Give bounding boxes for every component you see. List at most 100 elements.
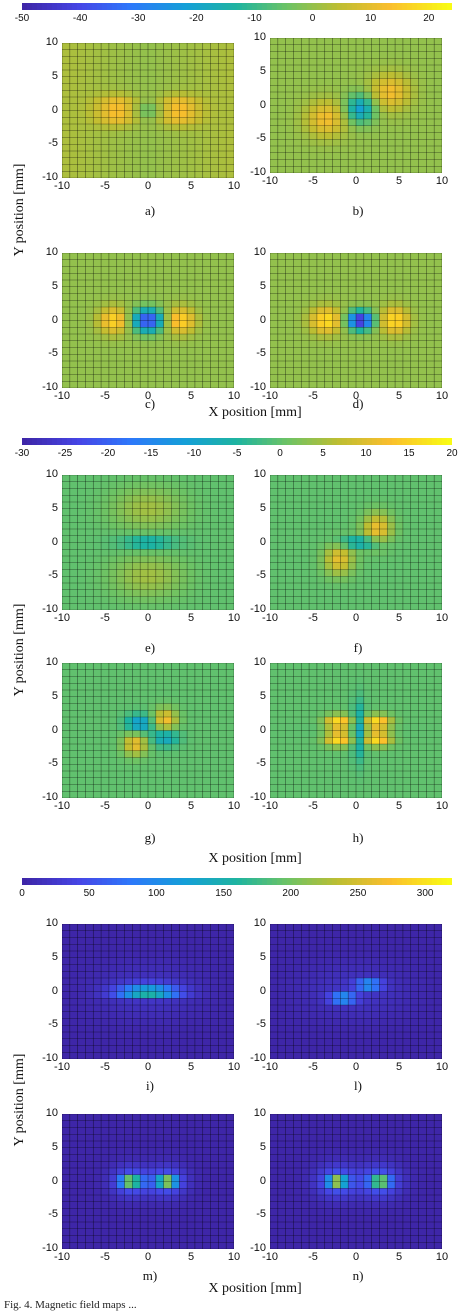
- heatmap-cell: [116, 991, 125, 999]
- heatmap-cell: [418, 85, 427, 93]
- heatmap-cell: [77, 110, 86, 118]
- heatmap-cell: [434, 105, 442, 113]
- heatmap-cell: [148, 542, 157, 550]
- heatmap-cell: [356, 669, 365, 677]
- heatmap-cell: [379, 38, 388, 46]
- colorbar-tick-label: 20: [446, 448, 458, 459]
- heatmap-cell: [293, 663, 302, 671]
- heatmap-cell: [171, 502, 180, 510]
- heatmap-cell: [434, 589, 442, 597]
- heatmap-cell: [363, 166, 373, 173]
- heatmap-cell: [387, 502, 396, 510]
- heatmap-cell: [202, 334, 211, 342]
- heatmap-cell: [226, 957, 234, 965]
- heatmap-cell: [93, 924, 102, 932]
- heatmap-cell: [77, 964, 86, 972]
- heatmap-cell: [93, 273, 102, 281]
- heatmap-cell: [340, 475, 349, 483]
- heatmap-cell: [218, 944, 227, 952]
- heatmap-cell: [62, 589, 71, 597]
- colorbar-segment: [97, 878, 103, 885]
- heatmap-cell: [316, 381, 326, 388]
- heatmap-cell: [301, 98, 310, 106]
- heatmap-cell: [277, 603, 287, 610]
- heatmap-cell: [348, 112, 357, 120]
- heatmap-cell: [140, 286, 149, 294]
- heatmap-cell: [348, 522, 357, 530]
- heatmap-cell: [348, 696, 357, 704]
- heatmap-cell: [62, 937, 71, 945]
- heatmap-cell: [410, 791, 419, 798]
- heatmap-cell: [277, 112, 287, 120]
- heatmap-panel-c: [62, 253, 234, 388]
- heatmap-cell: [194, 56, 204, 64]
- heatmap-cell: [124, 984, 133, 992]
- heatmap-cell: [363, 481, 373, 489]
- heatmap-cell: [277, 944, 287, 952]
- heatmap-cell: [116, 683, 125, 691]
- heatmap-cell: [155, 43, 165, 51]
- heatmap-cell: [171, 730, 180, 738]
- heatmap-cell: [93, 475, 102, 483]
- heatmap-cell: [356, 347, 365, 355]
- heatmap-cell: [124, 340, 133, 348]
- colorbar-segment: [167, 438, 173, 445]
- heatmap-cell: [124, 957, 133, 965]
- heatmap-cell: [371, 562, 380, 570]
- heatmap-cell: [226, 764, 234, 772]
- heatmap-cell: [85, 334, 94, 342]
- heatmap-cell: [62, 1038, 71, 1046]
- heatmap-cell: [163, 1052, 172, 1059]
- heatmap-cell: [402, 744, 412, 752]
- heatmap-cell: [395, 529, 404, 537]
- heatmap-cell: [379, 65, 388, 73]
- heatmap-cell: [148, 535, 157, 543]
- heatmap-cell: [356, 152, 365, 160]
- heatmap-cell: [155, 495, 165, 503]
- heatmap-cell: [62, 56, 71, 64]
- heatmap-cell: [108, 669, 118, 677]
- heatmap-cell: [379, 784, 388, 792]
- y-tick-label: 0: [259, 723, 266, 736]
- heatmap-cell: [202, 569, 211, 577]
- heatmap-cell: [301, 596, 310, 604]
- heatmap-cell: [285, 320, 294, 328]
- heatmap-cell: [194, 696, 204, 704]
- heatmap-cell: [171, 737, 180, 745]
- heatmap-cell: [194, 124, 204, 132]
- heatmap-cell: [301, 669, 310, 677]
- heatmap-cell: [187, 70, 196, 78]
- heatmap-cell: [324, 576, 333, 584]
- heatmap-cell: [387, 784, 396, 792]
- heatmap-cell: [93, 1025, 102, 1033]
- heatmap-cell: [202, 991, 211, 999]
- heatmap-cell: [340, 125, 349, 133]
- heatmap-cell: [155, 951, 165, 959]
- heatmap-cell: [332, 576, 341, 584]
- heatmap-cell: [226, 663, 234, 671]
- heatmap-cell: [309, 964, 318, 972]
- heatmap-cell: [140, 90, 149, 98]
- heatmap-cell: [155, 596, 165, 604]
- heatmap-cell: [332, 515, 341, 523]
- heatmap-cell: [77, 334, 86, 342]
- heatmap-cell: [202, 1025, 211, 1033]
- heatmap-cell: [155, 683, 165, 691]
- heatmap-cell: [395, 502, 404, 510]
- heatmap-cell: [132, 307, 141, 315]
- colorbar-segment: [182, 438, 188, 445]
- heatmap-cell: [270, 583, 279, 591]
- colorbar-segment: [352, 438, 358, 445]
- heatmap-cell: [434, 112, 442, 120]
- heatmap-cell: [434, 71, 442, 79]
- heatmap-cell: [387, 51, 396, 59]
- heatmap-cell: [187, 481, 196, 489]
- heatmap-cell: [108, 171, 118, 178]
- heatmap-cell: [356, 589, 365, 597]
- heatmap-cell: [356, 924, 365, 932]
- heatmap-cell: [202, 703, 211, 711]
- heatmap-cell: [101, 663, 110, 671]
- heatmap-cell: [116, 313, 125, 321]
- heatmap-cell: [179, 475, 188, 483]
- heatmap-cell: [140, 327, 149, 335]
